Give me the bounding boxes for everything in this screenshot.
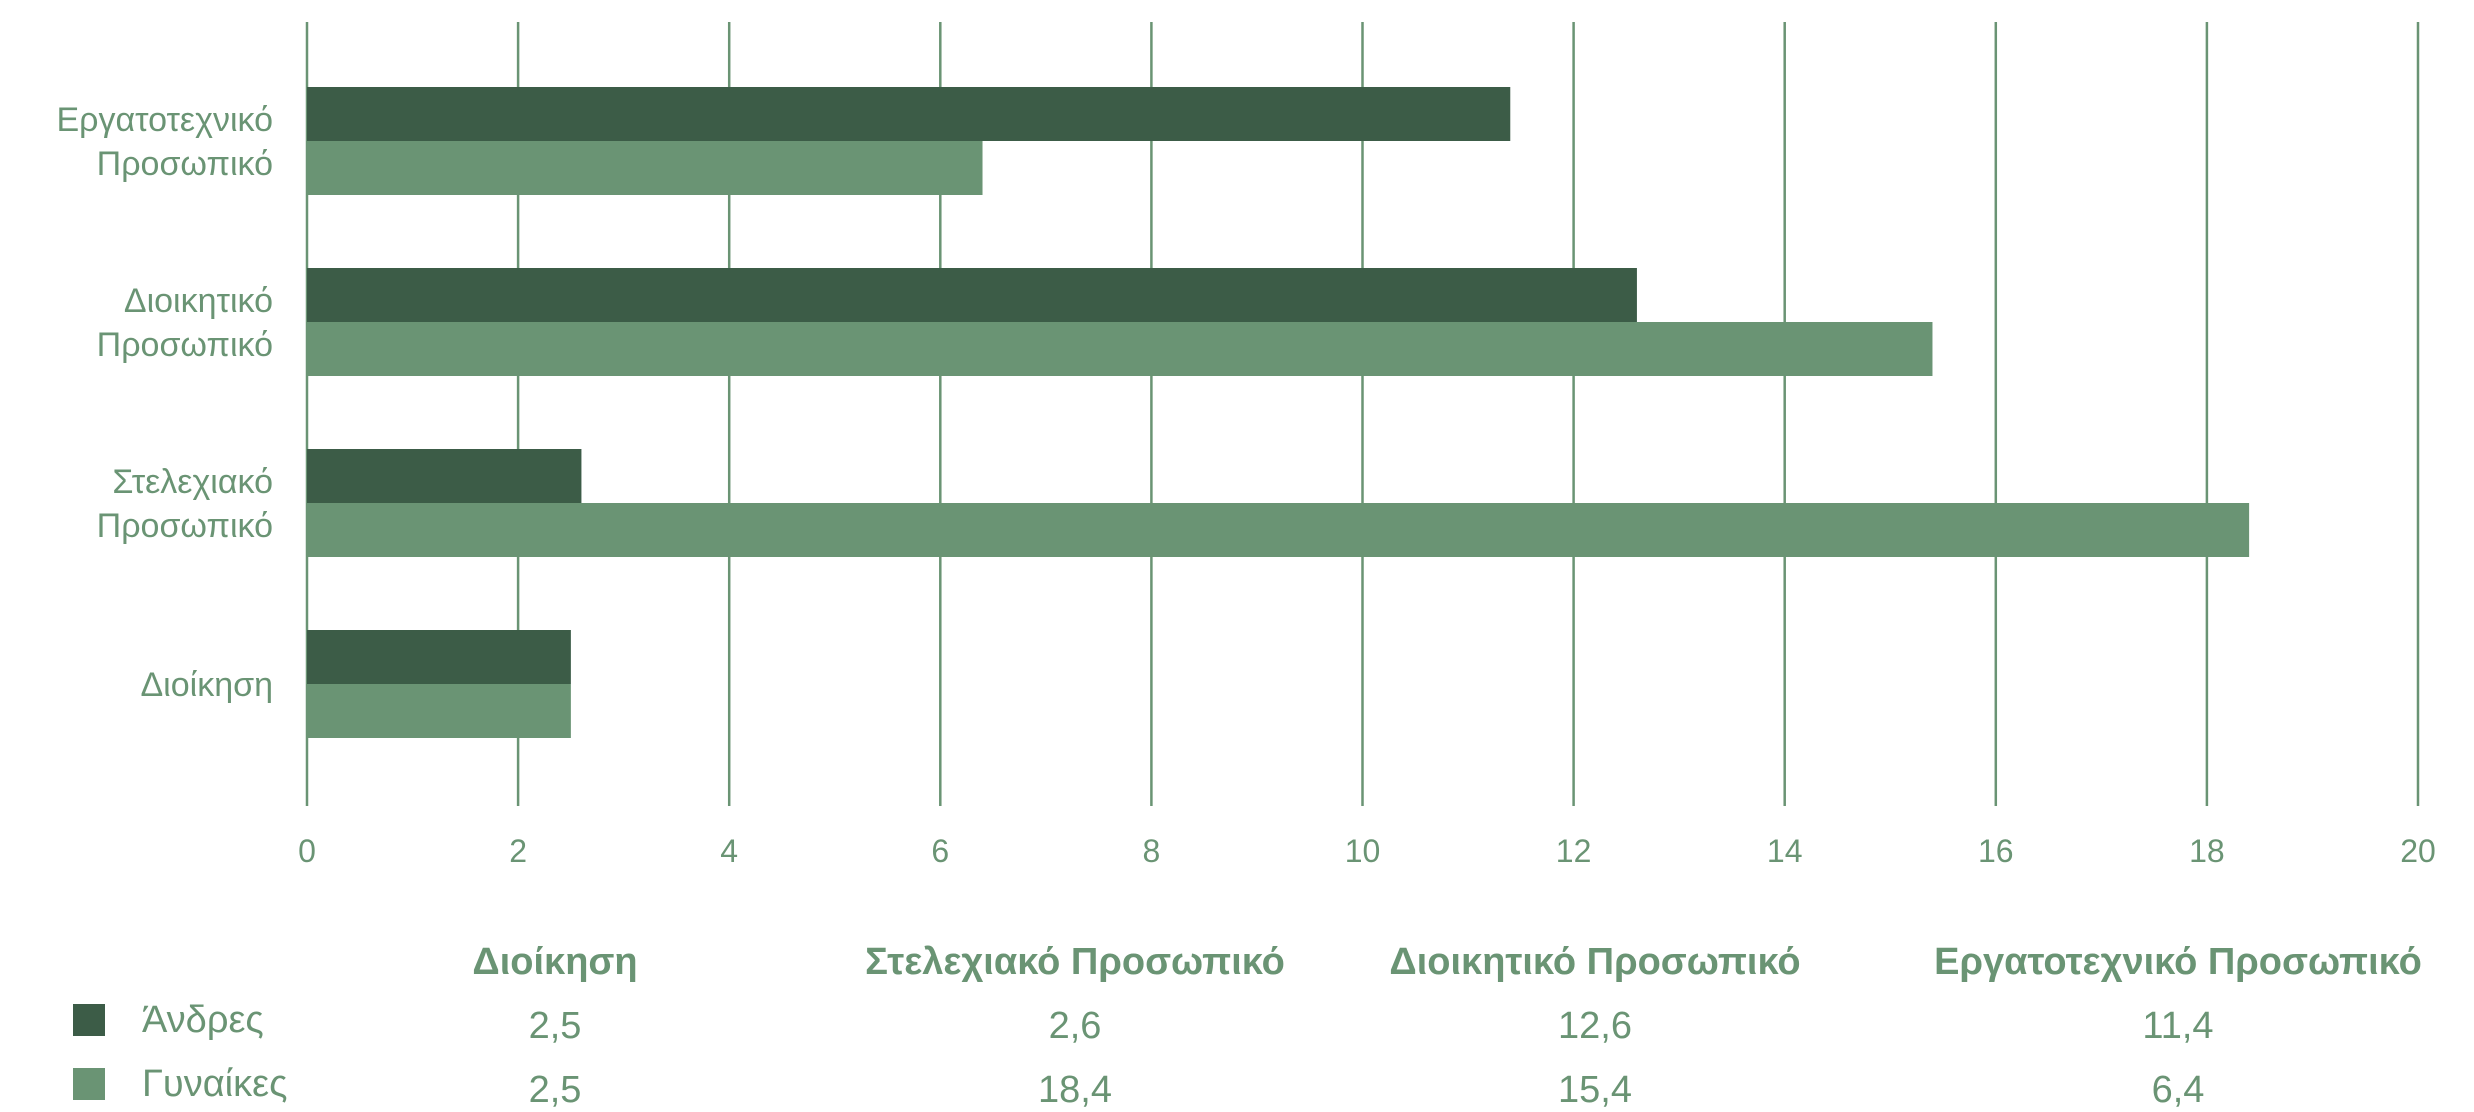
category-labels: Διοίκηση Στελεχιακό Προσωπικό Διοικητικό Προ… <box>56 101 273 704</box>
category-label: Προσωπικό <box>97 145 273 183</box>
table-cell: 2,6 <box>1049 1005 1102 1047</box>
table-cell: 12,6 <box>1558 1005 1632 1047</box>
table-header: Εργατοτεχνικό Προσωπικό <box>1934 941 2422 983</box>
table-header: Διοικητικό Προσωπικό <box>1389 941 1800 983</box>
bar-women <box>307 503 2250 557</box>
x-tick-label: 8 <box>1143 833 1161 869</box>
table-header: Διοίκηση <box>472 941 637 983</box>
category-label: Προσωπικό <box>97 326 273 364</box>
bar-men <box>307 630 571 684</box>
table-cell: 15,4 <box>1558 1069 1632 1111</box>
category-label: Προσωπικό <box>97 507 273 545</box>
legend-label: Γυναίκες <box>142 1063 287 1105</box>
x-tick-label: 16 <box>1978 833 2014 869</box>
x-tick-label: 12 <box>1556 833 1592 869</box>
table-cell: 11,4 <box>2142 1005 2213 1047</box>
x-tick-label: 14 <box>1767 833 1803 869</box>
x-tick-label: 10 <box>1345 833 1381 869</box>
legend-swatch-women <box>73 1068 105 1100</box>
bar-women <box>307 684 571 738</box>
bar-men <box>307 268 1637 322</box>
table-header: Στελεχιακό Προσωπικό <box>865 941 1285 983</box>
x-tick-label: 18 <box>2189 833 2225 869</box>
legend-label: Άνδρες <box>142 999 264 1041</box>
x-tick-label: 4 <box>720 833 738 869</box>
table-cell: 18,4 <box>1038 1069 1112 1111</box>
bar-men <box>307 87 1511 141</box>
bars <box>307 87 2250 738</box>
bar-men <box>307 449 582 503</box>
table-cell: 2,5 <box>529 1069 582 1111</box>
x-tick-label: 6 <box>931 833 949 869</box>
category-label: Διοίκηση <box>140 666 273 704</box>
table-cell: 6,4 <box>2152 1069 2205 1111</box>
category-label: Εργατοτεχνικό <box>56 101 273 139</box>
legend-swatch-men <box>73 1004 105 1036</box>
bar-women <box>307 141 983 195</box>
table-cell: 2,5 <box>529 1005 582 1047</box>
bar-women <box>307 322 1933 376</box>
x-tick-label: 2 <box>509 833 527 869</box>
x-tick-labels: 0 2 4 6 8 10 12 14 16 18 20 <box>298 833 2436 869</box>
category-label: Στελεχιακό <box>112 463 273 501</box>
x-tick-label: 20 <box>2400 833 2436 869</box>
x-tick-label: 0 <box>298 833 316 869</box>
category-label: Διοικητικό <box>124 282 273 320</box>
data-table: Διοίκηση Στελεχιακό Προσωπικό Διοικητικό Π… <box>73 941 2422 1111</box>
